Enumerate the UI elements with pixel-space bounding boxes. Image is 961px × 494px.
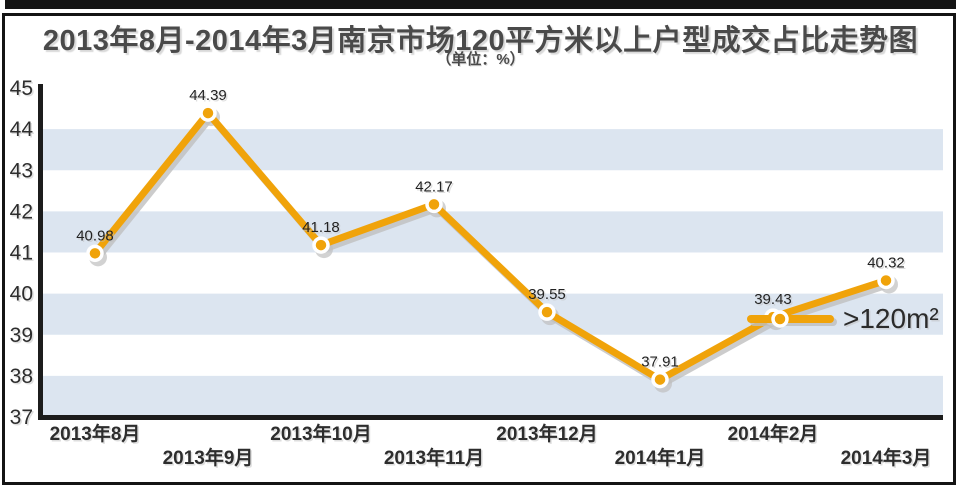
x-tick-label: 2013年8月	[50, 422, 141, 445]
grid-band	[43, 211, 943, 253]
y-tick-label: 42	[10, 200, 33, 223]
top-border-strip	[5, 0, 956, 9]
data-point-label: 41.18	[302, 219, 340, 236]
chart-title: 2013年8月-2014年3月南京市场120平方米以上户型成交占比走势图	[42, 25, 919, 57]
x-tick-label: 2013年9月	[163, 446, 254, 469]
x-tick-label: 2013年11月	[384, 446, 484, 469]
data-point-label: 42.17	[415, 178, 453, 195]
y-tick-label: 38	[10, 365, 33, 388]
y-tick-label: 43	[10, 159, 33, 182]
y-tick-label: 41	[10, 242, 33, 265]
x-tick-label: 2014年3月	[841, 446, 932, 469]
y-tick-label: 44	[10, 118, 34, 141]
grid-band	[43, 375, 943, 417]
data-point-label: 40.98	[76, 227, 114, 244]
chart-unit-label: （单位：%）	[436, 51, 525, 68]
chart-frame	[2, 13, 956, 485]
y-tick-label: 39	[10, 324, 33, 347]
data-point-marker	[538, 303, 556, 321]
y-tick-label: 45	[10, 77, 33, 100]
legend-label: >120m²	[843, 303, 939, 334]
legend-marker	[771, 310, 789, 328]
x-tick-label: 2014年1月	[615, 446, 706, 469]
data-point-label: 39.55	[528, 286, 566, 303]
data-point-label: 44.39	[189, 87, 227, 104]
data-point-label: 39.43	[754, 291, 792, 308]
y-tick-label: 40	[10, 283, 33, 306]
data-point-marker	[651, 370, 669, 389]
data-point-marker	[199, 104, 217, 122]
data-point-marker	[877, 271, 895, 290]
data-point-marker	[312, 236, 330, 254]
data-point-label: 37.91	[641, 354, 679, 371]
y-tick-label: 37	[10, 406, 33, 429]
data-point-marker	[86, 244, 104, 263]
x-tick-label: 2014年2月	[728, 422, 819, 445]
data-point-label: 40.32	[867, 254, 905, 271]
data-point-marker	[425, 195, 443, 214]
x-tick-label: 2013年12月	[496, 422, 597, 445]
x-tick-label: 2013年10月	[270, 422, 371, 445]
series-line	[91, 109, 890, 384]
